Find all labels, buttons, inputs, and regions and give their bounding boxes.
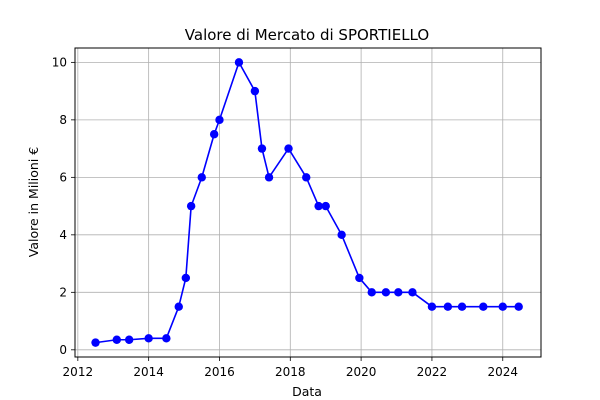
x-tick-label: 2024 <box>487 365 518 379</box>
chart-title: Valore di Mercato di SPORTIELLO <box>185 26 429 44</box>
data-point <box>355 273 364 283</box>
data-point <box>337 230 346 240</box>
x-tick-label: 2016 <box>204 365 235 379</box>
data-point <box>498 302 507 311</box>
data-point <box>91 338 100 347</box>
series <box>91 58 523 347</box>
data-point <box>321 201 330 211</box>
x-tick-label: 2018 <box>275 365 306 379</box>
grid <box>75 48 541 357</box>
data-point <box>264 173 274 182</box>
y-tick-label: 0 <box>59 343 67 357</box>
data-point <box>144 334 153 343</box>
data-point <box>124 335 134 344</box>
data-point <box>162 334 171 343</box>
data-point <box>427 302 437 311</box>
data-point <box>284 144 293 153</box>
data-point <box>479 302 488 311</box>
y-tick-label: 2 <box>59 285 67 299</box>
x-tick-label: 2020 <box>346 365 377 379</box>
y-axis-title: Valore in Milioni € <box>26 147 41 257</box>
x-tick-label: 2022 <box>417 365 448 379</box>
data-point <box>112 335 121 344</box>
data-point <box>186 201 196 211</box>
data-point <box>457 302 467 311</box>
data-point <box>234 58 244 67</box>
data-point <box>215 115 224 125</box>
data-point <box>443 302 453 311</box>
x-axis-title: Data <box>292 384 322 399</box>
y-tick-label: 10 <box>52 55 67 69</box>
data-point <box>257 144 267 153</box>
data-point <box>209 130 219 139</box>
x-tick-label: 2012 <box>63 365 94 379</box>
data-point <box>250 86 260 96</box>
axis-ticks: 2012 2014 2016 2018 2020 2022 2024 0 2 4 6 8 10 <box>52 55 518 379</box>
y-tick-label: 4 <box>59 228 67 242</box>
data-point <box>302 173 311 182</box>
data-point <box>314 201 323 211</box>
y-tick-label: 8 <box>59 113 67 127</box>
data-point <box>381 288 391 297</box>
y-tick-label: 6 <box>59 170 67 184</box>
data-point <box>367 288 376 297</box>
plot-frame <box>74 47 542 358</box>
data-point <box>408 288 417 297</box>
data-point <box>174 302 183 311</box>
data-point <box>197 173 206 182</box>
x-tick-label: 2014 <box>133 365 164 379</box>
data-point <box>394 288 403 297</box>
data-point <box>514 302 523 311</box>
data-point <box>181 273 191 283</box>
